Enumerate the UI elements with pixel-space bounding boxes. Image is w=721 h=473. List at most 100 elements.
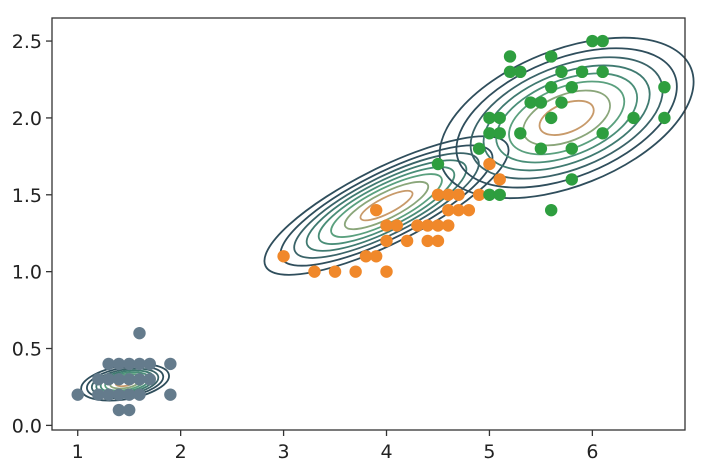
point-2-14 (544, 80, 558, 94)
point-2-10 (524, 96, 537, 109)
point-2-4 (493, 127, 506, 140)
point-1-4 (359, 250, 373, 263)
point-0-7 (112, 357, 126, 371)
point-1-24 (493, 173, 506, 186)
point-2-6 (493, 111, 506, 125)
point-2-12 (534, 96, 548, 109)
point-2-2 (483, 188, 496, 201)
point-1-19 (452, 203, 465, 217)
point-2-19 (565, 80, 578, 94)
point-2-13 (544, 203, 558, 217)
x-tick-label: 3 (278, 441, 290, 463)
point-2-25 (596, 127, 609, 140)
point-1-8 (380, 234, 393, 248)
point-2-5 (493, 188, 506, 201)
point-2-3 (483, 111, 496, 125)
point-0-18 (164, 388, 177, 401)
point-0-16 (143, 373, 156, 386)
point-1-13 (421, 234, 434, 248)
x-axis: 1 2 3 4 5 6 (72, 430, 598, 463)
point-1-0 (277, 250, 290, 263)
plot-frame (51, 17, 686, 431)
contour-layer (80, 36, 695, 402)
point-1-23 (483, 157, 496, 171)
point-2-9 (514, 127, 527, 140)
point-1-21 (462, 203, 476, 217)
x-tick-label: 6 (586, 441, 598, 463)
point-0-11 (122, 357, 136, 371)
point-2-26 (627, 111, 640, 125)
point-0-2 (102, 388, 115, 401)
y-tick-label: 0.5 (12, 339, 42, 361)
point-1-11 (400, 234, 414, 248)
contour-1-7 (359, 189, 414, 222)
point-1-6 (380, 265, 393, 278)
x-tick-label: 4 (380, 441, 392, 463)
point-1-5 (370, 250, 383, 263)
point-2-18 (565, 142, 578, 155)
point-0-12 (122, 403, 136, 417)
point-1-17 (442, 203, 455, 217)
point-2-0 (431, 157, 445, 171)
point-2-29 (503, 50, 517, 63)
point-2-21 (575, 65, 589, 79)
point-0-4 (102, 357, 115, 371)
point-0-20 (92, 373, 105, 386)
point-2-16 (555, 96, 568, 109)
contour-1-6 (343, 180, 430, 231)
point-2-31 (544, 111, 558, 125)
contour-2-3 (482, 64, 651, 172)
point-2-15 (544, 50, 558, 63)
point-2-17 (555, 65, 568, 79)
point-0-1 (92, 388, 105, 401)
point-2-30 (483, 127, 496, 140)
point-1-3 (349, 265, 362, 278)
y-tick-label: 2.5 (12, 31, 42, 53)
x-tick-label: 1 (72, 441, 84, 463)
point-0-5 (112, 388, 126, 401)
point-1-25 (431, 234, 445, 248)
point-0-6 (112, 373, 126, 386)
point-1-1 (308, 265, 321, 278)
point-2-28 (658, 80, 671, 94)
x-tick-label: 5 (483, 441, 495, 463)
point-1-14 (421, 219, 434, 232)
point-0-15 (133, 357, 146, 371)
point-2-27 (658, 111, 671, 125)
y-tick-label: 0.0 (12, 415, 42, 437)
points-layer (71, 34, 671, 417)
y-tick-label: 2.0 (12, 108, 42, 130)
contour-2-2 (469, 56, 664, 180)
point-2-1 (472, 142, 486, 155)
x-tick-label: 2 (175, 441, 187, 463)
point-0-13 (133, 388, 146, 401)
point-0-17 (143, 357, 156, 371)
point-2-22 (586, 34, 599, 48)
y-tick-label: 1.0 (12, 262, 42, 284)
point-1-26 (442, 188, 455, 201)
point-0-19 (164, 357, 177, 371)
point-2-8 (514, 65, 527, 79)
point-0-3 (102, 373, 115, 386)
point-0-14 (133, 326, 146, 340)
point-0-9 (122, 388, 136, 401)
contour-2-5 (508, 80, 626, 156)
point-0-21 (133, 373, 146, 386)
contour-2-6 (522, 89, 611, 147)
point-1-7 (370, 203, 383, 217)
point-0-0 (71, 388, 84, 401)
point-0-8 (112, 403, 126, 417)
y-axis: 0.0 0.5 1.0 1.5 2.0 2.5 (12, 31, 52, 437)
point-2-20 (565, 173, 578, 186)
point-1-20 (452, 188, 465, 201)
contour-2-1 (455, 47, 678, 189)
point-2-24 (596, 34, 609, 48)
y-tick-label: 1.5 (12, 185, 42, 207)
point-1-10 (390, 219, 404, 232)
point-1-15 (431, 188, 445, 201)
point-2-11 (534, 142, 548, 155)
point-1-18 (442, 219, 455, 232)
point-1-12 (411, 219, 424, 232)
point-2-23 (596, 65, 609, 79)
point-1-2 (328, 265, 342, 278)
